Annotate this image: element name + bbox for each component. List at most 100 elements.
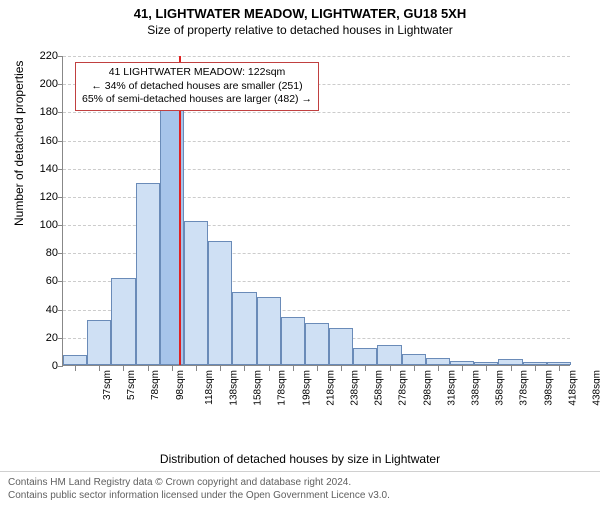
histogram-bar [498,359,522,365]
xtick-label: 158sqm [253,370,264,406]
histogram-bar [523,362,547,365]
xtick-label: 138sqm [229,370,240,406]
ytick-label: 220 [28,50,58,62]
xtick-label: 278sqm [398,370,409,406]
ytick-mark [58,225,63,226]
xtick-label: 178sqm [277,370,288,406]
xtick-mark [196,366,197,371]
histogram-bar [111,278,135,365]
histogram-bar [450,361,474,365]
ytick-label: 60 [28,275,58,287]
ytick-mark [58,112,63,113]
annotation-box: 41 LIGHTWATER MEADOW: 122sqm← 34% of det… [75,62,319,111]
histogram-bar [377,345,401,365]
chart-title: 41, LIGHTWATER MEADOW, LIGHTWATER, GU18 … [0,6,600,21]
histogram-bar [136,183,160,365]
xtick-mark [244,366,245,371]
ytick-mark [58,310,63,311]
ytick-mark [58,84,63,85]
xtick-label: 37sqm [102,370,113,400]
xtick-mark [462,366,463,371]
histogram-bar [87,320,111,365]
ytick-mark [58,169,63,170]
chart-subtitle: Size of property relative to detached ho… [0,23,600,37]
xtick-label: 98sqm [175,370,186,400]
ytick-mark [58,141,63,142]
ytick-label: 40 [28,304,58,316]
footer-line1: Contains HM Land Registry data © Crown c… [8,476,592,489]
y-axis-label: Number of detached properties [12,61,26,226]
histogram-bar [305,323,329,365]
xtick-mark [172,366,173,371]
xtick-mark [486,366,487,371]
xtick-mark [511,366,512,371]
gridline [63,141,570,142]
ytick-mark [58,366,63,367]
xtick-mark [99,366,100,371]
xtick-label: 318sqm [446,370,457,406]
gridline [63,169,570,170]
annotation-line2: ← 34% of detached houses are smaller (25… [82,80,312,94]
ytick-label: 160 [28,135,58,147]
annotation-line1: 41 LIGHTWATER MEADOW: 122sqm [82,66,312,80]
chart-area: 02040608010012014016018020022037sqm57sqm… [62,56,570,396]
histogram-bar [208,241,232,365]
ytick-label: 140 [28,163,58,175]
xtick-label: 398sqm [543,370,554,406]
ytick-label: 120 [28,191,58,203]
xtick-label: 338sqm [471,370,482,406]
gridline [63,112,570,113]
histogram-bar [547,362,571,365]
ytick-label: 0 [28,360,58,372]
xtick-mark [75,366,76,371]
xtick-label: 198sqm [301,370,312,406]
footer: Contains HM Land Registry data © Crown c… [0,471,600,506]
xtick-label: 238sqm [350,370,361,406]
xtick-label: 57sqm [126,370,137,400]
histogram-bar [63,355,87,365]
xtick-mark [220,366,221,371]
xtick-label: 378sqm [519,370,530,406]
xtick-mark [365,366,366,371]
xtick-mark [317,366,318,371]
plot-region: 02040608010012014016018020022037sqm57sqm… [62,56,570,366]
xtick-mark [535,366,536,371]
ytick-mark [58,253,63,254]
xtick-mark [148,366,149,371]
xtick-mark [269,366,270,371]
ytick-mark [58,56,63,57]
xtick-mark [414,366,415,371]
xtick-label: 298sqm [422,370,433,406]
ytick-mark [58,281,63,282]
xtick-mark [438,366,439,371]
gridline [63,56,570,57]
histogram-bar [426,358,450,365]
histogram-bar [281,317,305,365]
x-axis-label: Distribution of detached houses by size … [0,452,600,466]
histogram-bar [257,297,281,365]
xtick-mark [390,366,391,371]
histogram-bar [353,348,377,365]
ytick-label: 200 [28,78,58,90]
xtick-mark [123,366,124,371]
xtick-mark [341,366,342,371]
xtick-label: 258sqm [374,370,385,406]
ytick-label: 100 [28,219,58,231]
histogram-bar [474,362,498,365]
ytick-label: 80 [28,247,58,259]
xtick-label: 118sqm [204,370,215,405]
histogram-bar [184,221,208,365]
xtick-label: 358sqm [495,370,506,406]
histogram-bar [329,328,353,365]
xtick-mark [293,366,294,371]
xtick-label: 218sqm [325,370,336,406]
annotation-line3: 65% of semi-detached houses are larger (… [82,93,312,107]
footer-line2: Contains public sector information licen… [8,489,592,502]
xtick-mark [559,366,560,371]
xtick-label: 438sqm [591,370,600,406]
ytick-mark [58,338,63,339]
xtick-label: 418sqm [567,370,578,406]
histogram-bar [402,354,426,365]
histogram-bar [232,292,256,365]
ytick-label: 180 [28,106,58,118]
